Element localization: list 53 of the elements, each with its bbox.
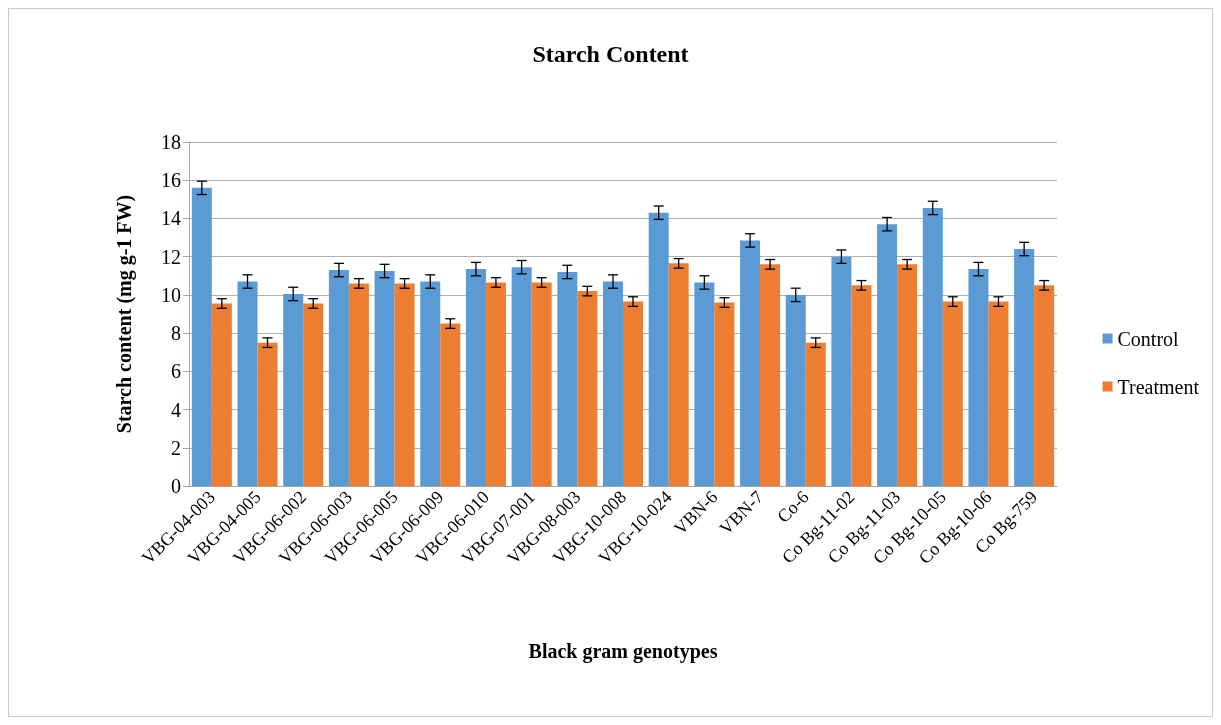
- bar: [785, 294, 806, 486]
- bar: [211, 303, 232, 486]
- bar: [851, 285, 872, 486]
- chart-title: Starch Content: [532, 41, 689, 67]
- bar: [922, 207, 943, 486]
- bar: [394, 283, 415, 486]
- y-tick-label: 14: [161, 207, 181, 230]
- legend-label: Treatment: [1117, 375, 1200, 398]
- y-tick-label: 8: [171, 322, 181, 345]
- bar: [485, 282, 506, 486]
- bar: [942, 301, 963, 486]
- bar: [714, 302, 735, 486]
- bar: [348, 283, 369, 486]
- bar: [988, 301, 1009, 486]
- y-tick-label: 18: [161, 131, 181, 153]
- bar: [805, 342, 826, 486]
- bar: [283, 293, 304, 486]
- y-axis-title: Starch content (mg g-1 FW): [113, 194, 136, 434]
- bar: [577, 291, 598, 486]
- bar: [420, 281, 441, 486]
- bar: [623, 301, 643, 486]
- bar: [374, 271, 395, 486]
- bar: [897, 264, 918, 486]
- bar: [968, 269, 989, 486]
- x-axis-title: Black gram genotypes: [528, 640, 718, 663]
- y-tick-label: 0: [171, 475, 181, 497]
- bar: [465, 269, 486, 486]
- bar: [668, 263, 689, 486]
- bar: [760, 264, 781, 486]
- y-tick-label: 2: [171, 436, 181, 459]
- bar: [328, 270, 349, 486]
- bar: [191, 187, 212, 486]
- bar: [877, 224, 898, 486]
- y-tick-label: 12: [161, 245, 181, 268]
- bar: [1034, 285, 1055, 486]
- legend-label: Control: [1117, 327, 1180, 350]
- bar: [237, 281, 258, 486]
- bar: [257, 342, 278, 486]
- y-tick-label: 10: [161, 283, 181, 306]
- y-tick-label: 4: [171, 398, 181, 421]
- bar: [303, 303, 324, 486]
- bar: [740, 240, 761, 486]
- y-tick-label: 16: [161, 169, 181, 192]
- bar: [557, 271, 578, 486]
- bar: [511, 267, 532, 486]
- bar: [440, 323, 461, 486]
- bar: [603, 281, 623, 486]
- bar: [531, 282, 552, 486]
- bar: [831, 256, 852, 486]
- bar: [1014, 249, 1035, 486]
- bar: [648, 212, 669, 486]
- bar: [694, 282, 715, 486]
- y-tick-label: 6: [171, 360, 181, 383]
